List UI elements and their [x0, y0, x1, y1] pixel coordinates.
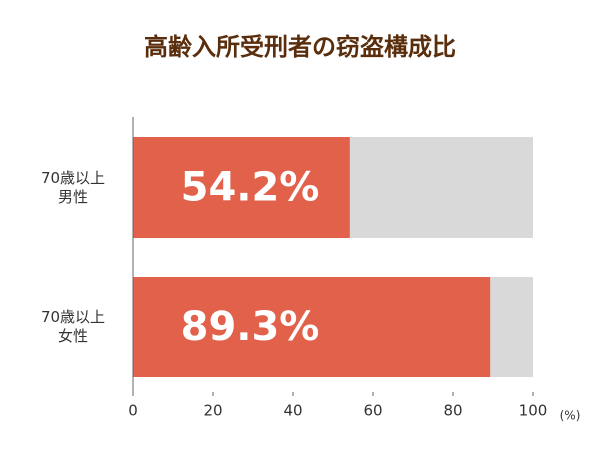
bar	[133, 137, 350, 238]
x-tick-label: 80	[443, 402, 462, 420]
chart-title: 高齢入所受刑者の窃盗構成比	[144, 33, 456, 61]
x-tick-label: 0	[128, 402, 138, 420]
x-unit: (%)	[560, 409, 581, 423]
bar	[133, 277, 491, 377]
category-label: 70歳以上 女性	[40, 308, 106, 345]
x-tick-label: 100	[519, 402, 548, 420]
category-label: 70歳以上 男性	[40, 168, 106, 206]
x-tick-label: 20	[203, 402, 222, 420]
value-label: 54.2%	[181, 165, 320, 211]
value-label: 89.3%	[181, 304, 320, 350]
x-tick-label: 40	[283, 402, 302, 420]
x-tick-label: 60	[363, 402, 382, 420]
